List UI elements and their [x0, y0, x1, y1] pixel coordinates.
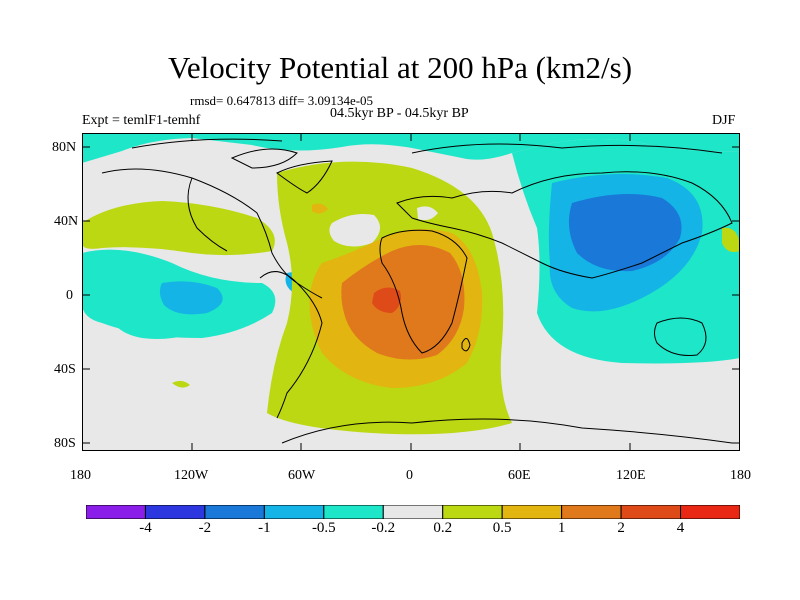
- y-tick-label: 80N: [52, 140, 77, 155]
- colorbar-label: 1: [557, 520, 566, 536]
- x-tick-label: 0: [406, 468, 413, 483]
- x-tick-label: 120W: [174, 468, 209, 483]
- colorbar-label: -2: [198, 520, 212, 536]
- colorbar-swatch: [86, 505, 146, 519]
- colorbar-label: -0.2: [371, 520, 396, 536]
- colorbar-label: 2: [617, 520, 625, 536]
- x-tick-label: 120E: [616, 468, 646, 483]
- y-tick-label: 40S: [54, 362, 76, 377]
- colorbar-swatch: [442, 505, 503, 519]
- colorbar-label: 0.2: [433, 520, 453, 536]
- colorbar-swatch: [680, 505, 740, 519]
- colorbar: [86, 505, 740, 519]
- y-tick-label: 80S: [54, 436, 76, 451]
- colorbar-label: -4: [139, 520, 152, 536]
- x-tick-label: 60E: [508, 468, 531, 483]
- colorbar-label: -1: [258, 520, 271, 536]
- season-label: DJF: [712, 113, 736, 128]
- x-tick-label: 60W: [288, 468, 316, 483]
- colorbar-swatch: [144, 505, 206, 519]
- map-plot: [82, 133, 740, 451]
- colorbar-label: -0.5: [311, 520, 336, 536]
- colorbar-swatch: [204, 505, 265, 519]
- chart-title: Velocity Potential at 200 hPa (km2/s): [167, 50, 633, 85]
- experiment-label: Expt = temlF1-temhf: [82, 113, 201, 128]
- y-tick-label: 0: [66, 288, 73, 303]
- colorbar-swatch: [263, 505, 325, 519]
- period-label: 04.5kyr BP - 04.5kyr BP: [330, 106, 469, 121]
- x-tick-label: 180: [70, 468, 91, 483]
- colorbar-swatch: [382, 505, 444, 519]
- contour-field: [82, 133, 740, 451]
- y-tick-label: 40N: [54, 214, 79, 229]
- coastlines: [101, 138, 733, 444]
- stats-line: rmsd= 0.647813 diff= 3.09134e-05: [190, 93, 374, 108]
- axis-ticks: [82, 133, 740, 451]
- colorbar-swatch: [501, 505, 563, 519]
- colorbar-swatch: [323, 505, 384, 519]
- colorbar-swatch: [620, 505, 682, 519]
- colorbar-swatch: [561, 505, 622, 519]
- colorbar-label: 0.5: [492, 520, 512, 536]
- x-tick-label: 180: [730, 468, 751, 483]
- colorbar-label: 4: [676, 520, 685, 536]
